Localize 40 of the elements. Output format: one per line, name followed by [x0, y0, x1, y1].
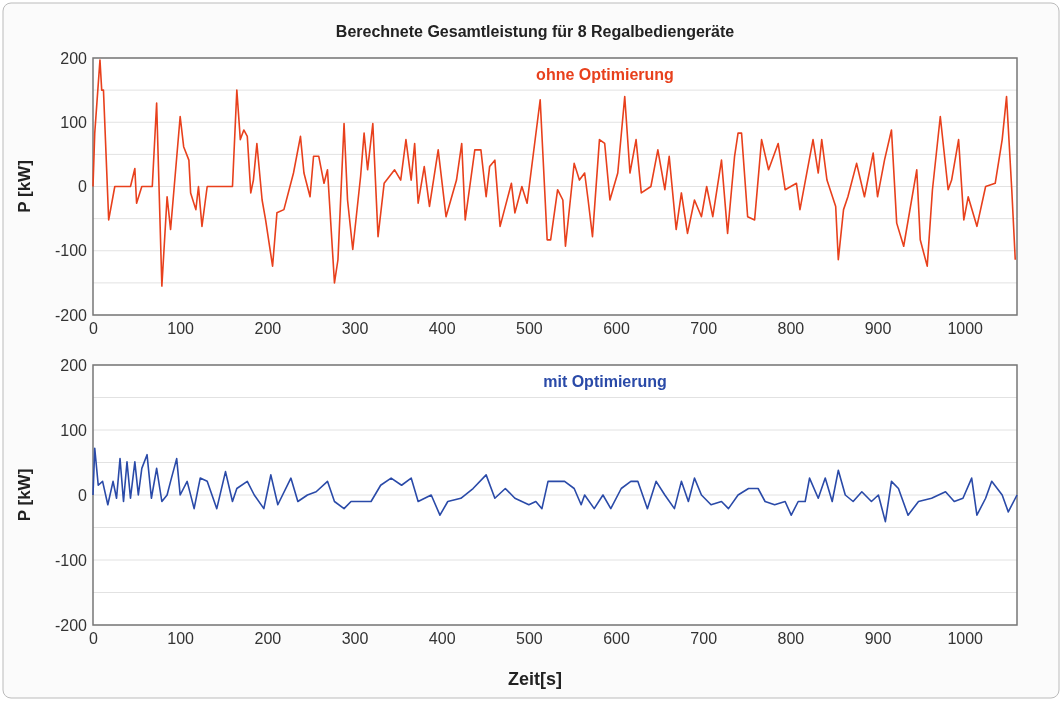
- x-tick-label: 200: [254, 630, 282, 648]
- y-tick-label: -100: [54, 551, 88, 569]
- x-tick-label: 300: [341, 630, 369, 648]
- series-label: ohne Optimierung: [536, 66, 674, 83]
- x-tick-label: 100: [167, 630, 195, 648]
- y-tick-label: -200: [54, 306, 88, 324]
- x-tick-label: 700: [690, 320, 718, 338]
- y-axis-title: P [kW]: [15, 160, 34, 213]
- y-tick-label: 100: [60, 113, 88, 131]
- y-tick-label: -100: [54, 242, 88, 260]
- text: mit Optimierung: [543, 373, 667, 390]
- x-tick-label: 600: [603, 320, 630, 338]
- x-axis-title: Zeit[s]: [508, 669, 562, 689]
- chart-title: Berechnete Gesamtleistung für 8 Regalbediengeräte: [335, 23, 735, 40]
- x-tick-label: 600: [603, 630, 630, 648]
- x-tick-label: 500: [516, 630, 543, 648]
- line-series: [92, 59, 1017, 287]
- x-tick-label: 900: [864, 320, 892, 338]
- x-tick-label: 400: [428, 630, 456, 648]
- x-tick-label: 700: [690, 630, 718, 648]
- x-tick-label: 800: [777, 320, 805, 338]
- y-tick-label: 200: [60, 356, 88, 374]
- x-tick-label: 0: [89, 630, 99, 648]
- y-axis-title: P [kW]: [15, 468, 34, 522]
- x-tick-label: 900: [864, 630, 892, 648]
- y-tick-label: 200: [60, 49, 88, 67]
- x-tick-label: 0: [89, 320, 99, 338]
- x-tick-label: 400: [428, 320, 456, 338]
- line-series: [92, 447, 1018, 523]
- x-tick-label: 200: [254, 320, 282, 338]
- y-tick-label: 0: [78, 178, 88, 196]
- x-tick-label: 500: [516, 320, 543, 338]
- x-tick-label: 100: [167, 320, 195, 338]
- y-tick-label: 0: [78, 486, 88, 504]
- y-tick-label: -200: [54, 616, 88, 634]
- x-tick-label: 1000: [947, 320, 984, 338]
- x-tick-label: 800: [777, 630, 805, 648]
- y-tick-label: 100: [60, 421, 88, 439]
- x-tick-label: 300: [341, 320, 369, 338]
- x-tick-label: 1000: [947, 630, 984, 648]
